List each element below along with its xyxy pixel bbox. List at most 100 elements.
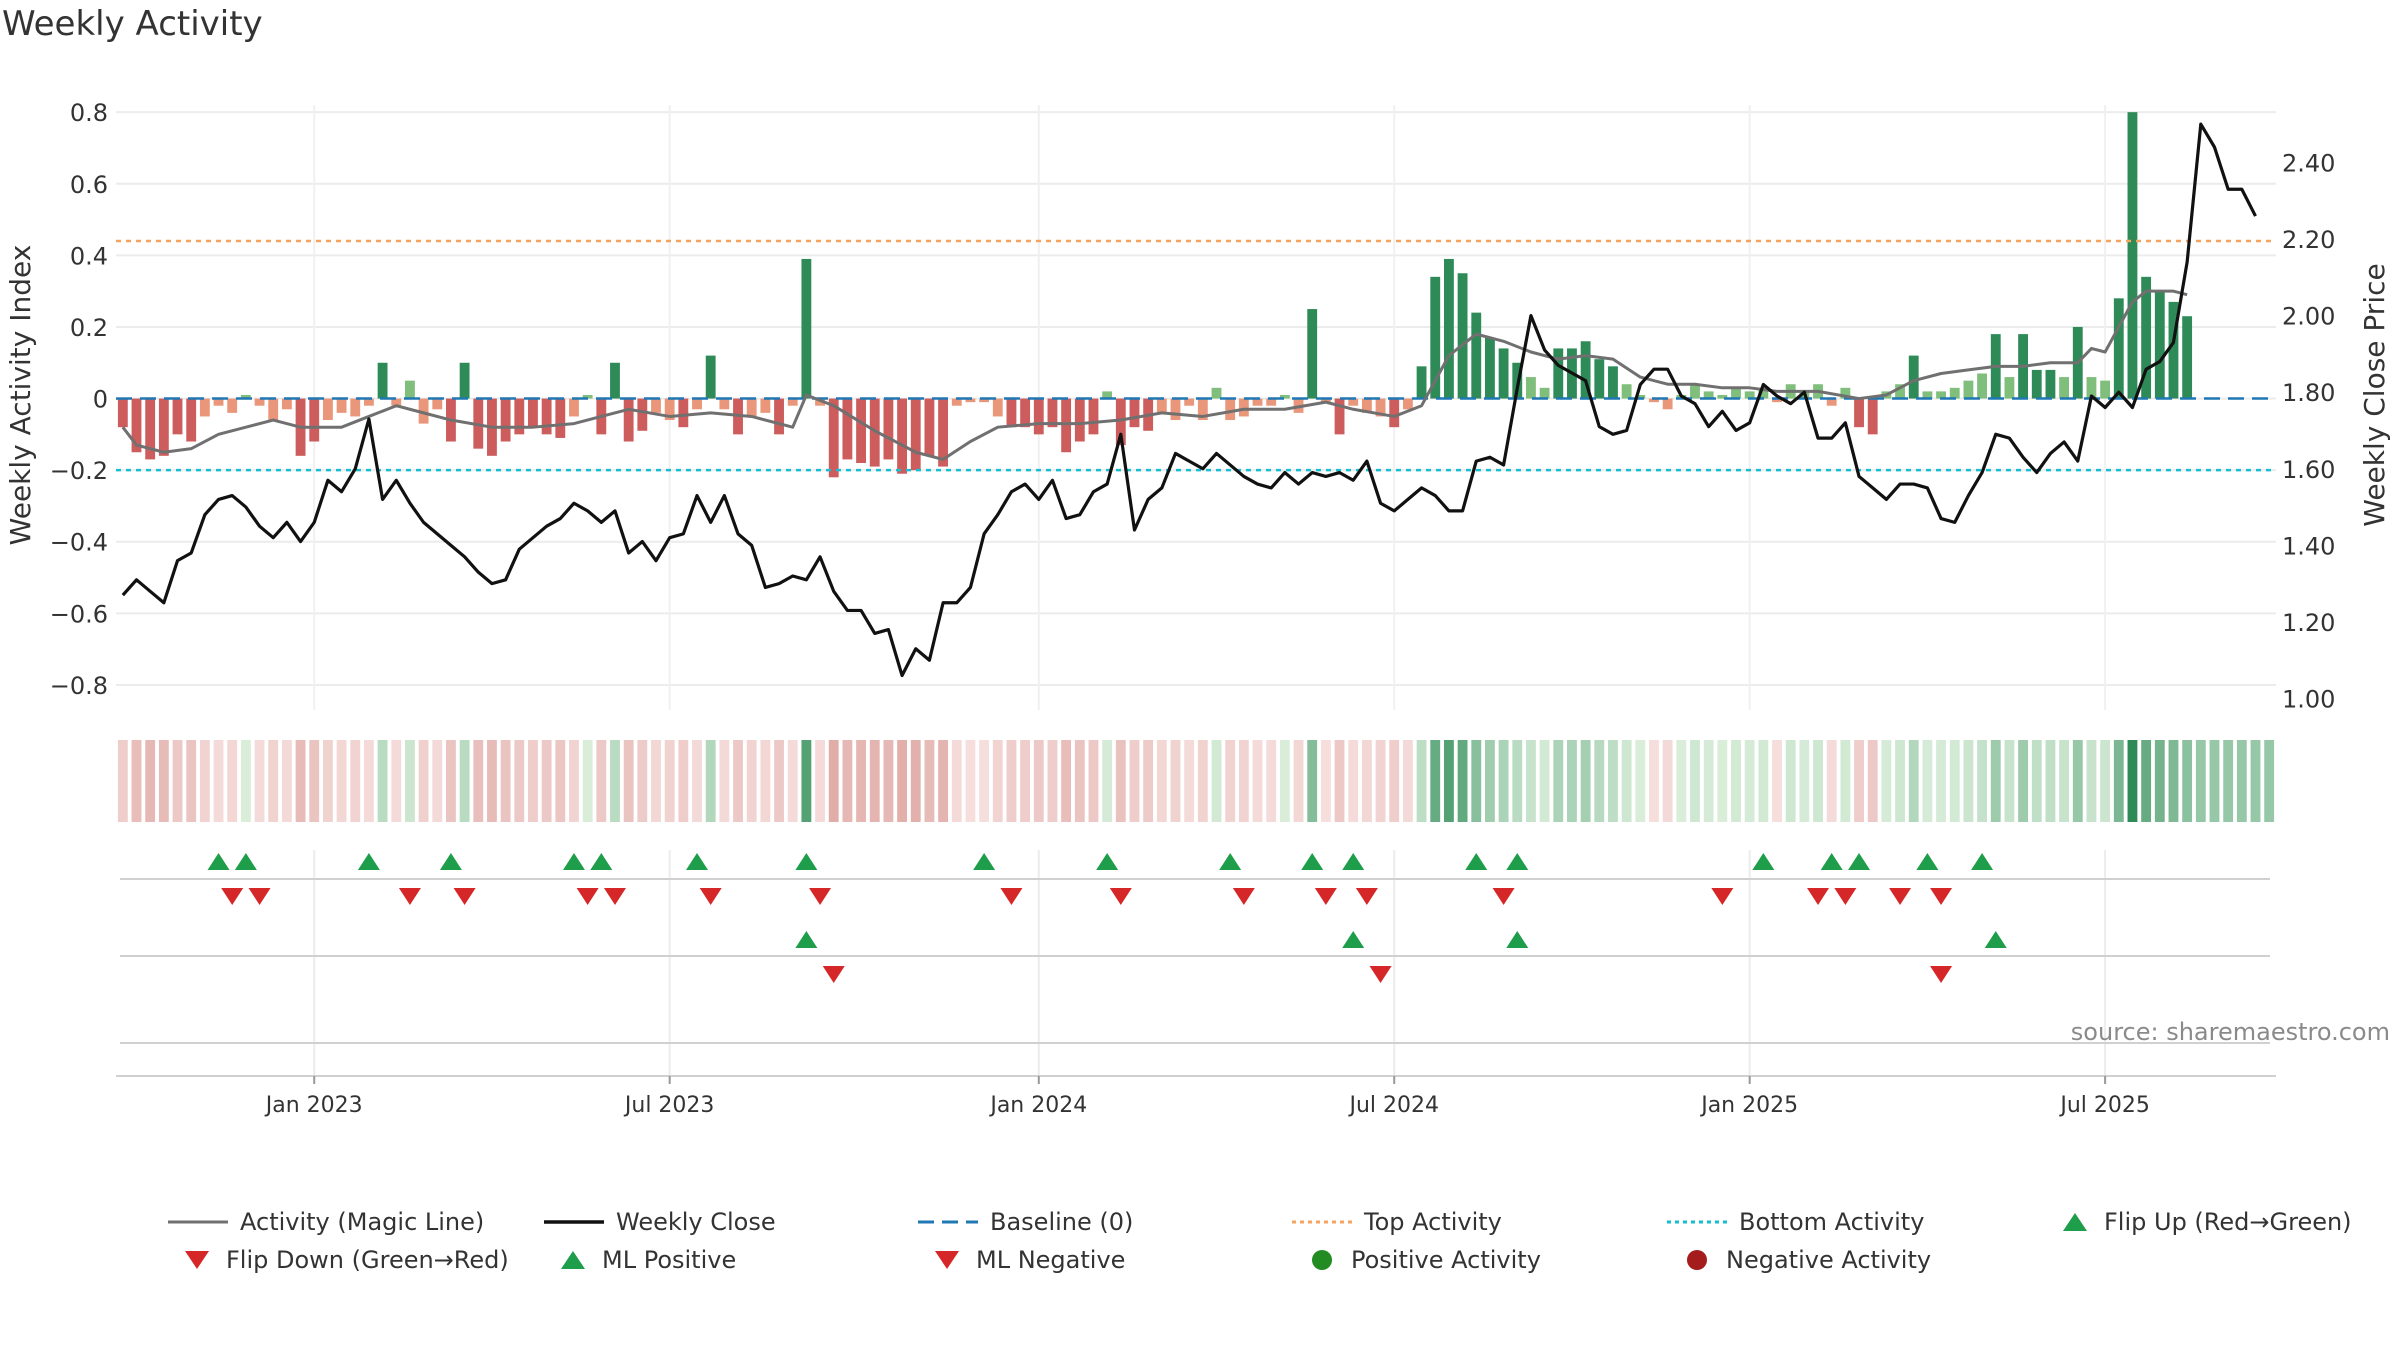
activity-bar — [336, 398, 347, 413]
activity-bar — [719, 398, 730, 410]
heat-cell — [1485, 740, 1495, 822]
heat-cell — [1225, 740, 1236, 822]
activity-bar — [1197, 398, 1208, 421]
legend-bottom-activity-label: Bottom Activity — [1739, 1208, 1925, 1236]
heat-cell — [1266, 740, 1277, 822]
activity-bar — [1703, 391, 1714, 399]
flip-up-marker — [590, 853, 613, 870]
activity-bar — [432, 398, 443, 410]
activity-bar — [1772, 398, 1782, 403]
heat-cell — [2264, 740, 2275, 822]
heat-cell — [1033, 740, 1044, 822]
y-left-tick-label: 0.4 — [70, 242, 108, 270]
heat-cell — [1676, 740, 1687, 822]
activity-bar — [1416, 366, 1427, 399]
heat-cell — [1731, 740, 1741, 822]
heat-cell — [1006, 740, 1017, 822]
heat-cell — [227, 740, 238, 822]
flip-down-marker — [1109, 888, 1132, 905]
activity-bar — [1033, 398, 1044, 435]
heat-cell — [350, 740, 361, 822]
heat-cell — [2018, 740, 2029, 822]
flip-up-marker — [1219, 853, 1242, 870]
activity-bar — [1526, 377, 1536, 399]
activity-bar — [1867, 398, 1878, 435]
flip-down-marker — [221, 888, 244, 905]
flip-markers — [207, 853, 2007, 983]
activity-bar — [240, 394, 251, 399]
flip-down-marker — [1492, 888, 1515, 905]
heat-cell — [1799, 740, 1810, 822]
activity-bar — [1635, 394, 1646, 399]
heat-cell — [569, 740, 579, 822]
activity-bar — [1307, 309, 1318, 399]
flip-down-marker — [1355, 888, 1378, 905]
legend-top-activity-swatch — [1292, 1220, 1352, 1224]
legend-baseline-swatch — [918, 1220, 978, 1224]
activity-bar — [2127, 112, 2138, 399]
heat-cell — [938, 740, 949, 822]
heat-cell — [1813, 740, 1823, 822]
activity-bar — [582, 394, 593, 399]
series-lines — [121, 122, 2257, 678]
activity-bar — [405, 380, 415, 399]
y-right-tick-label: 2.00 — [2282, 303, 2335, 331]
heat-cell — [1143, 740, 1154, 822]
heat-cell — [1594, 740, 1605, 822]
legend-flip-down: Flip Down (Green→Red) — [180, 1244, 509, 1276]
heat-cell — [1238, 740, 1249, 822]
activity-bar — [1744, 391, 1755, 399]
flip-down-marker — [1930, 888, 1953, 905]
legend-top-activity: Top Activity — [1292, 1206, 1502, 1238]
heat-cell — [1526, 740, 1536, 822]
y-right-tick-label: 1.40 — [2282, 532, 2335, 560]
heat-cell — [418, 740, 429, 822]
flip-down-marker — [1711, 888, 1734, 905]
heat-cell — [172, 740, 183, 822]
heat-cell — [2168, 740, 2179, 822]
legend-flip-down-marker — [185, 1251, 209, 1269]
legend-ml-negative-marker — [935, 1251, 959, 1269]
heat-cell — [473, 740, 484, 822]
legend-ml-negative: ML Negative — [930, 1244, 1125, 1276]
heat-cell — [405, 740, 415, 822]
activity-bar — [1074, 398, 1085, 442]
heat-cell — [1088, 740, 1099, 822]
activity-bar — [1662, 398, 1673, 410]
heat-cell — [596, 740, 607, 822]
heat-cell — [432, 740, 443, 822]
x-tick-label: Jan 2025 — [1699, 1093, 1798, 1118]
heat-cell — [1621, 740, 1632, 822]
heat-cell — [1922, 740, 1933, 822]
activity-bar — [1717, 394, 1728, 399]
flip-up-marker — [562, 853, 585, 870]
activity-bar — [1922, 391, 1933, 399]
legend-baseline-label: Baseline (0) — [990, 1208, 1134, 1236]
ml-positive-marker — [1342, 931, 1365, 948]
activity-bar — [979, 398, 990, 403]
legend-magic-line-swatch — [168, 1220, 228, 1224]
heat-cell — [487, 740, 497, 822]
heat-cell — [1334, 740, 1345, 822]
heat-cell — [1512, 740, 1523, 822]
flip-up-marker — [1342, 853, 1365, 870]
y-left-tick-label: −0.2 — [50, 457, 108, 485]
heat-cell — [1758, 740, 1769, 822]
heat-cell — [2045, 740, 2056, 822]
heat-cell — [992, 740, 1003, 822]
heat-cell — [2154, 740, 2165, 822]
flip-up-marker — [1506, 853, 1529, 870]
activity-bar — [1156, 398, 1167, 413]
legend-weekly-close-swatch — [544, 1220, 604, 1224]
ml-negative-marker — [1369, 966, 1392, 983]
heat-cell — [951, 740, 962, 822]
activity-bar — [1553, 348, 1564, 399]
heat-cell — [336, 740, 347, 822]
heat-cell — [295, 740, 306, 822]
heat-cell — [1348, 740, 1359, 822]
heat-cell — [2209, 740, 2220, 822]
activity-bar — [1621, 384, 1632, 399]
activity-bar — [1375, 398, 1386, 417]
heat-cell — [1061, 740, 1072, 822]
heat-cell — [1867, 740, 1878, 822]
